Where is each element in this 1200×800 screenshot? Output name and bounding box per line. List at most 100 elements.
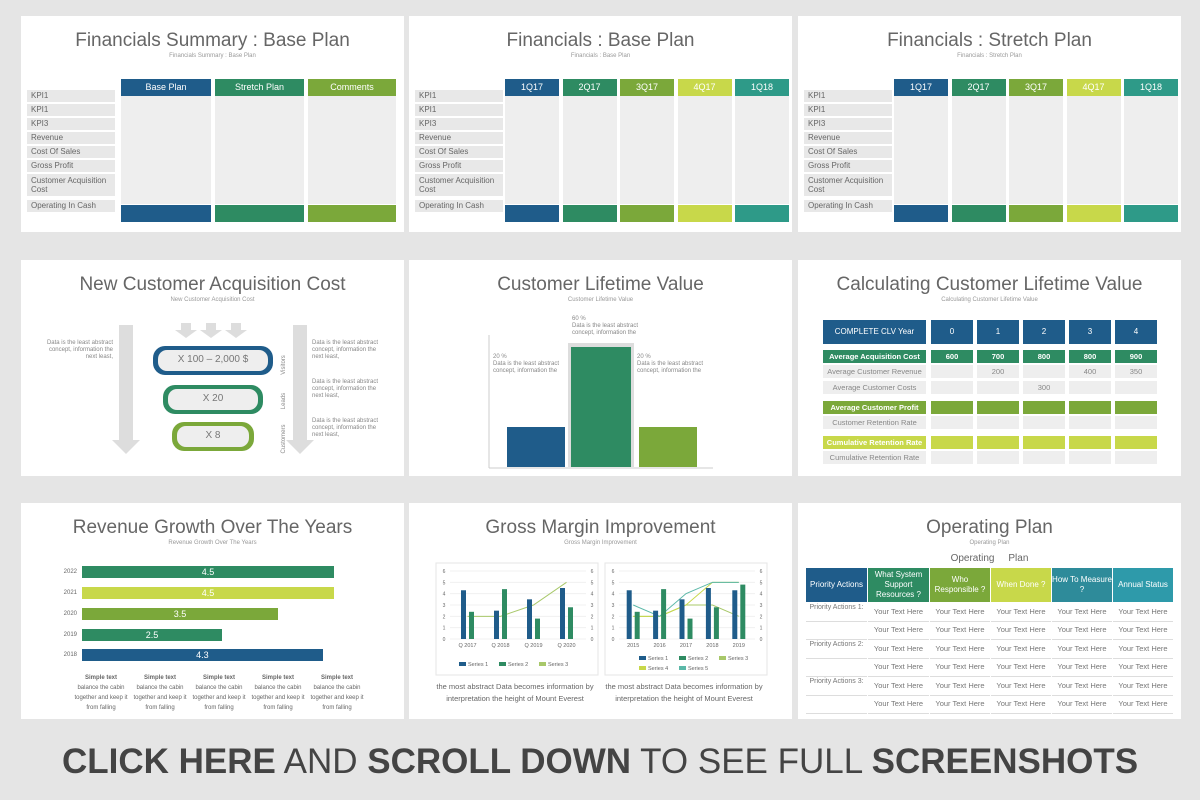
- revenue-bar: 4.5: [82, 566, 334, 578]
- plan-row-label: [806, 695, 867, 714]
- legend-label: Series 2: [508, 662, 528, 668]
- clv-cell: 900: [1115, 350, 1157, 363]
- clv-cell: [977, 436, 1019, 449]
- plan-cell[interactable]: Your Text Here: [1052, 658, 1112, 677]
- plan-cell[interactable]: Your Text Here: [1113, 640, 1173, 659]
- year-label: 2018: [63, 652, 77, 658]
- funnel-stage-3: X 8: [205, 430, 221, 441]
- plan-cell[interactable]: Your Text Here: [930, 621, 990, 640]
- plan-cell[interactable]: Your Text Here: [930, 695, 990, 714]
- clv-cell: [977, 381, 1019, 394]
- slide-financials-base-plan[interactable]: Financials : Base Plan Financials : Base…: [409, 16, 792, 232]
- column-footer: [735, 205, 789, 222]
- year-header: 2: [1023, 320, 1065, 344]
- plan-cell[interactable]: Your Text Here: [1113, 603, 1173, 622]
- plan-cell[interactable]: Your Text Here: [1113, 621, 1173, 640]
- slide-gross-margin[interactable]: Gross Margin Improvement Gross Margin Im…: [409, 503, 792, 719]
- category-label: Q 2019: [524, 643, 542, 649]
- plan-cell[interactable]: Your Text Here: [930, 640, 990, 659]
- plan-cell[interactable]: Your Text Here: [1052, 621, 1112, 640]
- bar-mark: [469, 611, 474, 639]
- funnel-graphic: [112, 323, 314, 454]
- plan-cell[interactable]: Your Text Here: [1052, 695, 1112, 714]
- clv-cell: [1023, 401, 1065, 414]
- clv-cell: 350: [1115, 365, 1157, 378]
- plan-cell[interactable]: Your Text Here: [868, 658, 929, 677]
- slide-financials-stretch-plan[interactable]: Financials : Stretch Plan Financials : S…: [798, 16, 1181, 232]
- clv-cell: [931, 381, 973, 394]
- legend-swatch: [539, 662, 546, 666]
- plan-cell[interactable]: Your Text Here: [868, 603, 929, 622]
- plan-cell[interactable]: Your Text Here: [1113, 677, 1173, 696]
- banner-click-here[interactable]: CLICK HERE: [61, 742, 276, 781]
- plan-header: How To Measure ?: [1052, 568, 1112, 602]
- plan-cell[interactable]: Your Text Here: [1052, 603, 1112, 622]
- bar-mark: [626, 590, 632, 639]
- year-label: 2021: [63, 590, 77, 596]
- slide-title: Customer Lifetime Value: [497, 274, 704, 295]
- left-note: Data is the least abstract concept, info…: [46, 340, 113, 360]
- plan-cell[interactable]: Your Text Here: [991, 695, 1051, 714]
- plan-cell[interactable]: Your Text Here: [868, 621, 929, 640]
- plan-cell[interactable]: Your Text Here: [1052, 640, 1112, 659]
- plan-cell[interactable]: Your Text Here: [930, 658, 990, 677]
- line-series: [633, 581, 739, 617]
- bar-mark: [568, 607, 573, 639]
- plan-cell[interactable]: Your Text Here: [991, 677, 1051, 696]
- plan-cell[interactable]: Your Text Here: [930, 677, 990, 696]
- scroll-banner[interactable]: CLICK HERE AND SCROLL DOWN TO SEE FULL S…: [0, 742, 1200, 782]
- legend-label: Series 3: [548, 662, 568, 668]
- tick-label: 5: [612, 580, 615, 586]
- plan-cell[interactable]: Your Text Here: [930, 603, 990, 622]
- plan-cell[interactable]: Your Text Here: [991, 640, 1051, 659]
- note-block: Simple text balance the cabin together an…: [73, 673, 129, 713]
- clv-row-label: Cumulative Retention Rate: [823, 436, 926, 449]
- clv-row-label: Average Customer Costs: [823, 381, 926, 394]
- clv-cell: [1115, 416, 1157, 429]
- plan-cell[interactable]: Your Text Here: [991, 621, 1051, 640]
- slide-calculating-clv[interactable]: Calculating Customer Lifetime Value Calc…: [798, 260, 1181, 476]
- tick-label: 0: [591, 637, 594, 643]
- column-body: [562, 96, 617, 204]
- clv-cell: [931, 451, 973, 464]
- bar-mark: [634, 611, 640, 639]
- plan-cell[interactable]: Your Text Here: [868, 695, 929, 714]
- legend-swatch: [719, 656, 726, 660]
- slide-customer-lifetime-value[interactable]: Customer Lifetime Value Customer Lifetim…: [409, 260, 792, 476]
- plan-row-label: [806, 658, 867, 677]
- plan-cell[interactable]: Your Text Here: [991, 603, 1051, 622]
- note-body: balance the cabin together and keep it f…: [192, 685, 246, 711]
- plan-cell[interactable]: Your Text Here: [1052, 677, 1112, 696]
- slide-operating-plan[interactable]: Operating Plan Operating Plan Operating …: [798, 503, 1181, 719]
- chart-panel: [435, 562, 599, 676]
- year-header: 0: [931, 320, 973, 344]
- right-note: Data is the least abstract concept, info…: [312, 379, 379, 399]
- category-label: 2018: [706, 643, 718, 649]
- plan-header: When Done ?: [991, 568, 1051, 602]
- tick-label: 2: [443, 614, 446, 620]
- clv-bar-chart: [488, 335, 713, 469]
- tick-label: 6: [760, 569, 763, 575]
- plan-cell[interactable]: Your Text Here: [1113, 695, 1173, 714]
- plan-cell[interactable]: Your Text Here: [868, 640, 929, 659]
- quarter-header: 2Q17: [562, 79, 617, 96]
- tick-label: 5: [443, 580, 446, 586]
- column-body: [620, 96, 674, 204]
- column-footer: [562, 205, 617, 222]
- clv-cell: [1023, 365, 1065, 378]
- row-label: Revenue: [27, 132, 115, 144]
- slide-subtitle: Calculating Customer Lifetime Value: [941, 297, 1038, 303]
- plan-cell[interactable]: Your Text Here: [1113, 658, 1173, 677]
- column-footer: [505, 205, 559, 222]
- slide-title: Revenue Growth Over The Years: [72, 517, 353, 538]
- column-body: [894, 96, 948, 204]
- stage-label-customers: Customers: [281, 424, 287, 454]
- slide-acquisition-cost[interactable]: New Customer Acquisition Cost New Custom…: [21, 260, 404, 476]
- slide-financials-summary[interactable]: Financials Summary : Base Plan Financial…: [21, 16, 404, 232]
- plan-cell[interactable]: Your Text Here: [868, 677, 929, 696]
- bar-mark: [713, 607, 719, 639]
- chart-caption: the most abstract Data becomes informati…: [605, 682, 763, 703]
- slide-revenue-growth[interactable]: Revenue Growth Over The Years Revenue Gr…: [21, 503, 404, 719]
- plan-cell[interactable]: Your Text Here: [991, 658, 1051, 677]
- bar-annotation: 20 % Data is the least abstract concept, …: [493, 354, 560, 374]
